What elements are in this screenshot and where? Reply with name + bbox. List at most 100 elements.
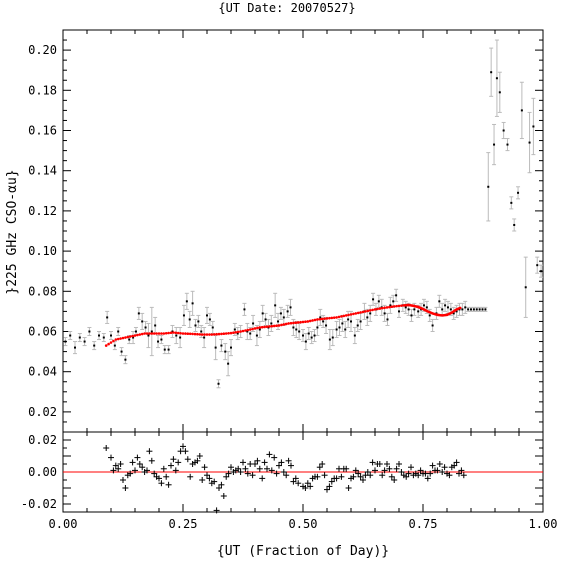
- fit-point: [191, 332, 194, 336]
- data-point: [258, 328, 261, 331]
- fit-point: [340, 315, 343, 318]
- residual-point: [328, 478, 335, 485]
- data-point: [325, 324, 328, 327]
- data-point: [464, 306, 467, 309]
- data-point: [449, 308, 452, 311]
- residual-point: [460, 472, 467, 479]
- data-point: [208, 318, 211, 321]
- residual-point: [228, 464, 234, 471]
- data-point: [431, 324, 434, 327]
- fit-point: [136, 333, 139, 337]
- fit-point: [282, 323, 286, 326]
- data-point: [513, 223, 516, 226]
- data-point: [322, 320, 325, 323]
- residual-point: [283, 472, 290, 479]
- fit-point: [116, 337, 120, 341]
- residual-point: [144, 467, 150, 474]
- data-point: [313, 334, 316, 337]
- residual-point: [451, 462, 458, 469]
- data-point: [540, 270, 543, 273]
- fit-point: [299, 320, 302, 324]
- fit-point: [395, 304, 398, 308]
- fit-point: [179, 331, 182, 335]
- residual-point: [196, 453, 203, 459]
- data-point: [484, 308, 487, 311]
- fit-point: [296, 321, 300, 324]
- residual-point: [386, 465, 393, 472]
- residual-point: [288, 462, 294, 469]
- residual-point: [240, 459, 246, 466]
- data-point: [150, 330, 153, 333]
- fit-point: [265, 325, 269, 329]
- fit-point: [318, 317, 322, 321]
- fit-point: [184, 332, 187, 335]
- residual-point: [324, 486, 330, 493]
- y-tick-label: 0.14: [28, 164, 57, 178]
- residual-point: [292, 475, 299, 482]
- data-point: [233, 328, 236, 331]
- y-tick-label: 0.16: [28, 124, 57, 138]
- residual-point: [108, 454, 114, 461]
- fit-point: [342, 314, 346, 318]
- data-point: [356, 324, 359, 327]
- residual-point: [220, 493, 227, 499]
- residual-point: [127, 470, 134, 477]
- data-point: [347, 318, 350, 321]
- data-point: [366, 316, 369, 319]
- residual-point: [194, 457, 201, 464]
- residual-point: [396, 461, 402, 467]
- residual-point: [264, 465, 270, 472]
- residual-point: [103, 445, 110, 451]
- fit-point: [224, 332, 228, 335]
- fit-point: [167, 331, 170, 335]
- data-point: [214, 346, 217, 349]
- residual-point: [175, 459, 182, 466]
- fit-point: [337, 315, 341, 319]
- data-point: [517, 191, 520, 194]
- fit-point: [208, 333, 211, 336]
- data-point: [298, 330, 301, 333]
- residual-point: [201, 464, 208, 471]
- data-point: [359, 320, 362, 323]
- fit-point: [176, 331, 180, 335]
- residual-point: [379, 472, 386, 479]
- data-point: [425, 306, 428, 309]
- fit-point: [155, 332, 158, 335]
- fit-point: [359, 311, 362, 314]
- fit-point: [378, 307, 382, 310]
- residual-point: [333, 475, 340, 482]
- fit-point: [356, 311, 360, 315]
- residual-point: [237, 469, 244, 475]
- fit-point: [328, 316, 331, 320]
- residual-point: [456, 470, 462, 477]
- data-point: [520, 109, 523, 112]
- y-tick-label: 0.00: [28, 465, 57, 479]
- data-point: [157, 340, 160, 343]
- x-tick-label: 0.50: [289, 517, 318, 531]
- residual-point: [170, 456, 177, 463]
- fit-point: [313, 318, 317, 322]
- fit-point: [107, 342, 110, 346]
- fit-point: [210, 333, 214, 336]
- data-point: [110, 334, 112, 337]
- data-point: [277, 320, 280, 323]
- fit-point: [347, 313, 350, 317]
- data-point: [481, 308, 484, 311]
- data-point: [292, 326, 295, 329]
- fit-point: [335, 316, 338, 319]
- data-point: [372, 298, 375, 301]
- fit-point: [373, 308, 377, 311]
- data-point: [197, 320, 200, 323]
- residual-point: [427, 470, 434, 477]
- residual-point: [180, 443, 186, 450]
- residual-point: [110, 467, 117, 474]
- fit-point: [160, 332, 163, 335]
- data-point: [536, 264, 539, 267]
- data-point: [404, 306, 407, 309]
- fit-point: [323, 317, 326, 320]
- fit-point: [361, 310, 365, 314]
- main-panel: 0.02 0.04 0.06 0.08 0.10 0.12 0.14 0.16 0.18 0.20: [28, 29, 544, 433]
- residual-point: [242, 465, 249, 472]
- x-tick-label: 1.00: [529, 517, 558, 531]
- data-point: [304, 340, 307, 343]
